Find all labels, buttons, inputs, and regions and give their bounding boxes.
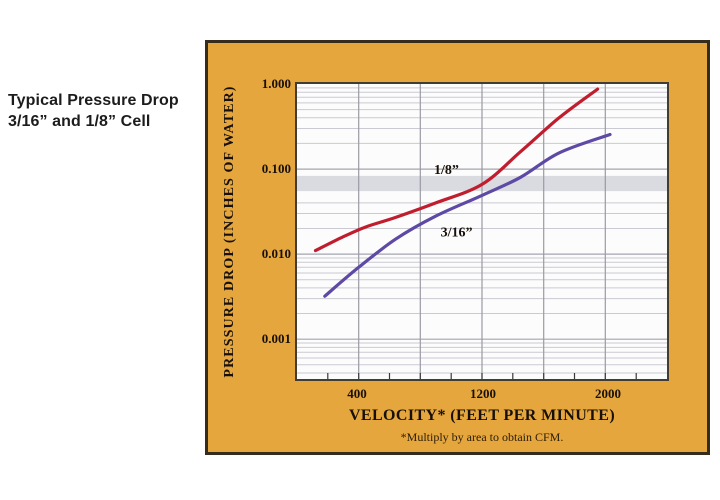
y-tick-label-0100: 0.100 [261,161,291,176]
x-tick-label-400: 400 [347,386,367,401]
x-tick-label-1200: 1200 [470,386,496,401]
y-tick-label-0001: 0.001 [261,331,291,346]
series-curve-1-8 [313,87,600,253]
y-axis-title: PRESSURE DROP (INCHES OF WATER) [222,85,237,378]
y-tick-label-1000: 1.000 [261,76,291,91]
axis-footnote: *Multiply by area to obtain CFM. [400,430,564,444]
plot-area: 1/8” 3/16” [295,82,669,381]
caption-line-2: 3/16” and 1/8” Cell [8,113,151,130]
series-label: 1/8” [434,163,459,178]
caption-line-1: Typical Pressure Drop [8,92,179,109]
y-tick-label-0010: 0.010 [261,246,291,261]
series-curve-3-16 [323,132,612,298]
chart-panel: PRESSURE DROP (INCHES OF WATER) 1.000 0.… [205,40,710,455]
chart-caption: Typical Pressure Drop 3/16” and 1/8” Cel… [8,90,179,132]
x-tick-label-2000: 2000 [595,386,621,401]
x-axis-title: VELOCITY* (FEET PER MINUTE) [348,407,616,424]
series-label: 3/16” [441,225,473,240]
